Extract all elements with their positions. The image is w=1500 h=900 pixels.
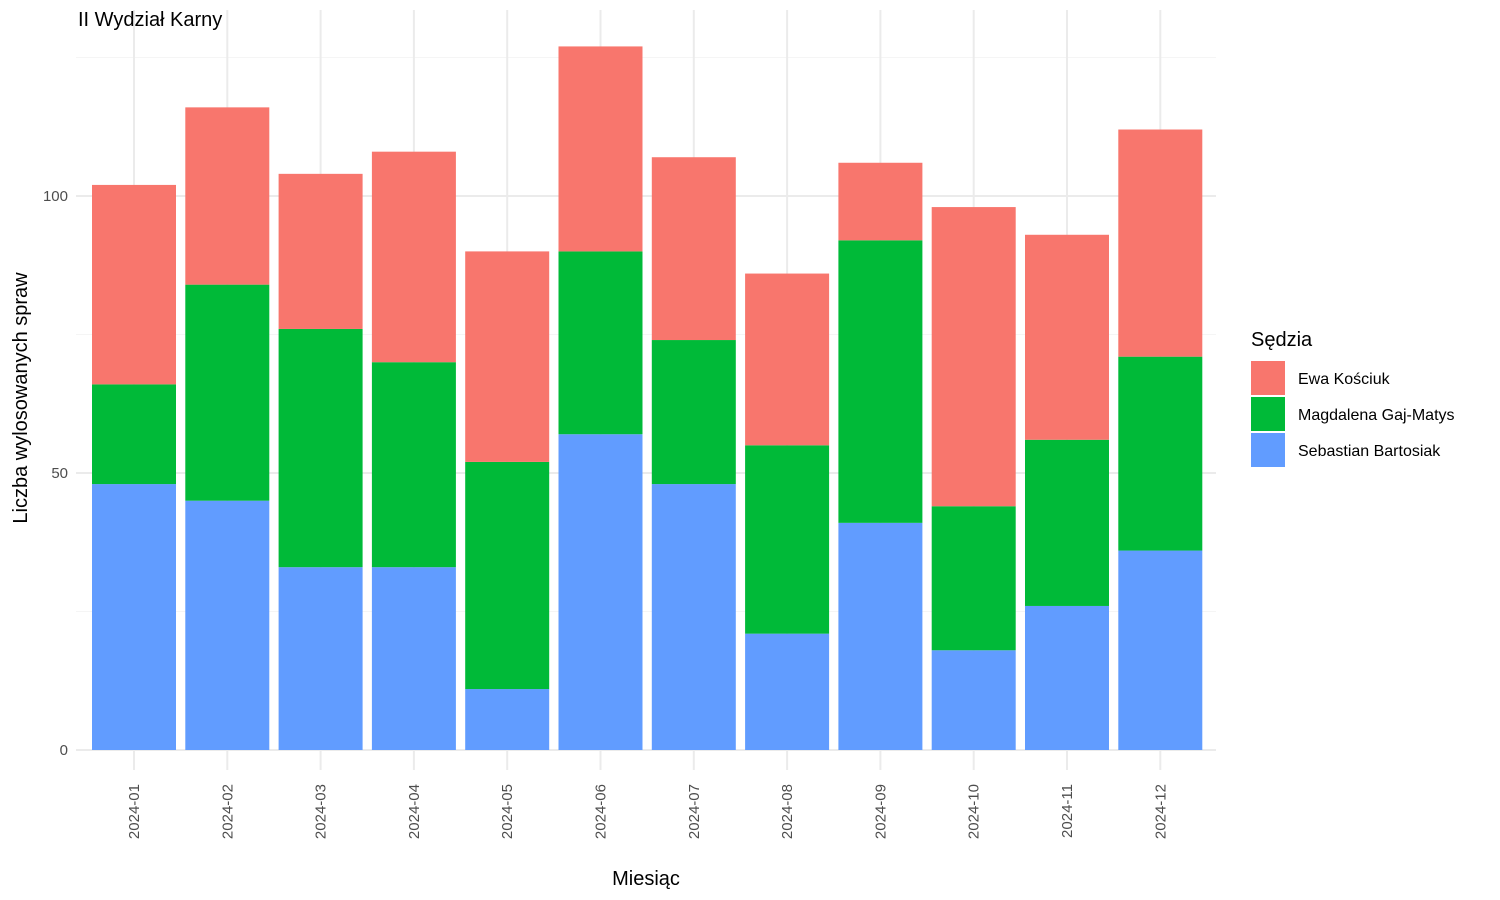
- bar-segment: [558, 46, 643, 252]
- bar-segment: [278, 328, 363, 568]
- bar-segment: [185, 284, 270, 501]
- legend-key: [1251, 397, 1285, 431]
- bar-segment: [745, 633, 830, 750]
- y-tick-label: 100: [43, 188, 68, 205]
- chart-title: II Wydział Karny: [78, 9, 222, 31]
- bar-segment: [838, 240, 923, 523]
- bar-segment: [1118, 550, 1203, 750]
- legend-key: [1251, 433, 1285, 467]
- y-axis-title: Liczba wylosowanych spraw: [10, 272, 32, 524]
- y-tick-label: 0: [60, 742, 68, 759]
- bar-segment: [651, 157, 736, 341]
- x-tick-label: 2024-04: [406, 784, 423, 839]
- bar-segment: [838, 522, 923, 750]
- bar-segment: [558, 434, 643, 750]
- legend-title: Sędzia: [1251, 329, 1313, 351]
- bar-segment: [931, 506, 1016, 651]
- bar-segment: [745, 273, 830, 446]
- x-tick-label: 2024-02: [219, 784, 236, 839]
- bar-segment: [465, 689, 550, 750]
- x-tick-label: 2024-09: [872, 784, 889, 839]
- bars: [92, 46, 1203, 750]
- legend-label: Ewa Kościuk: [1298, 371, 1391, 388]
- x-tick-label: 2024-01: [126, 784, 143, 839]
- x-tick-label: 2024-05: [499, 784, 516, 839]
- bar-segment: [371, 567, 456, 750]
- x-tick-label: 2024-11: [1059, 784, 1076, 838]
- bar-segment: [185, 107, 270, 285]
- bar-segment: [278, 173, 363, 329]
- bar-segment: [651, 484, 736, 750]
- legend-items: Ewa Kościuk Magdalena Gaj-Matys Sebastian …: [1251, 361, 1455, 467]
- bar-segment: [1025, 439, 1109, 606]
- bar-segment: [371, 362, 456, 568]
- legend-key: [1251, 361, 1285, 395]
- bar-segment: [931, 650, 1016, 750]
- x-tick-label: 2024-06: [593, 784, 610, 839]
- bar-segment: [651, 340, 736, 485]
- bar-segment: [1025, 234, 1109, 440]
- bar-segment: [745, 445, 830, 634]
- bar-segment: [1118, 129, 1203, 357]
- x-tick-label: 2024-10: [966, 784, 983, 839]
- x-axis-ticks: 2024-01 2024-02 2024-03 2024-04 2024-05 2024-…: [126, 784, 1169, 839]
- x-tick-label: 2024-07: [686, 784, 703, 839]
- bar-segment: [185, 500, 270, 750]
- y-tick-label: 50: [51, 465, 68, 482]
- bar-segment: [92, 484, 176, 750]
- bar-segment: [1118, 356, 1203, 551]
- legend-label: Sebastian Bartosiak: [1298, 443, 1441, 460]
- x-tick-label: 2024-12: [1152, 784, 1169, 839]
- legend: Sędzia Ewa Kościuk Magdalena Gaj-Matys Seb…: [1251, 329, 1455, 467]
- bar-segment: [92, 384, 176, 485]
- bar-segment: [371, 151, 456, 363]
- bar-segment: [838, 162, 923, 241]
- bar-segment: [1025, 605, 1109, 750]
- bar-segment: [278, 567, 363, 750]
- y-axis-ticks: 0 50 100: [43, 188, 68, 759]
- bar-segment: [465, 461, 550, 690]
- bar-segment: [92, 184, 176, 385]
- x-tick-label: 2024-08: [779, 784, 796, 839]
- x-tick-label: 2024-03: [313, 784, 330, 839]
- x-axis-title: Miesiąc: [612, 868, 680, 890]
- bar-segment: [465, 251, 550, 462]
- bar-segment: [931, 207, 1016, 507]
- bar-segment: [558, 251, 643, 435]
- legend-label: Magdalena Gaj-Matys: [1298, 407, 1455, 424]
